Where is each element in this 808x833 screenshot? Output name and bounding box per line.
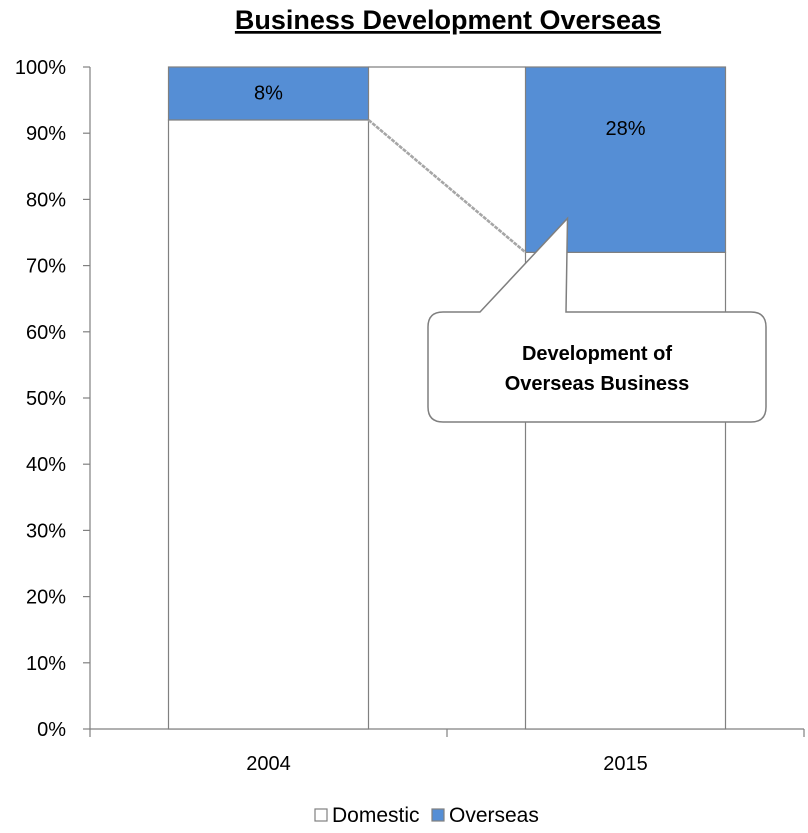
legend-label-overseas: Overseas: [449, 804, 539, 827]
callout-text-line: Overseas Business: [505, 373, 690, 395]
overseas-bar-2004: [167, 66, 370, 121]
overseas-bar-2015: [524, 66, 727, 253]
data-labels: 8% 28%: [254, 82, 646, 140]
y-tick-label: 20%: [26, 587, 66, 609]
y-tick-label: 60%: [26, 322, 66, 344]
domestic-bar-2004: [167, 119, 370, 730]
legend: Domestic Overseas: [314, 804, 539, 827]
y-tick-label: 50%: [26, 388, 66, 410]
y-tick-label: 40%: [26, 454, 66, 476]
legend-label-domestic: Domestic: [332, 804, 420, 827]
y-tick-label: 30%: [26, 520, 66, 542]
overseas-data-label: 28%: [605, 118, 645, 140]
y-tick-label: 70%: [26, 256, 66, 278]
x-category-label: 2015: [603, 753, 648, 775]
axes: 0% 10% 20% 30% 40% 50% 60% 70% 80% 90% 100% 2004 201…: [15, 57, 805, 775]
x-category-label: 2004: [246, 753, 291, 775]
chart-title: Business Development Overseas: [235, 5, 661, 35]
callout-box: [427, 216, 767, 423]
legend-swatch-overseas: [431, 808, 445, 822]
y-tick-label: 10%: [26, 653, 66, 675]
y-tick-label: 80%: [26, 189, 66, 211]
y-tick-label: 90%: [26, 123, 66, 145]
callout-text-line: Development of: [522, 343, 672, 365]
domestic-share-connector: [367, 118, 527, 254]
y-tick-label: 100%: [15, 57, 66, 79]
callout: Development of Overseas Business: [427, 216, 767, 423]
y-tick-label: 0%: [37, 719, 66, 741]
legend-swatch-domestic: [314, 808, 328, 822]
overseas-data-label: 8%: [254, 82, 283, 104]
